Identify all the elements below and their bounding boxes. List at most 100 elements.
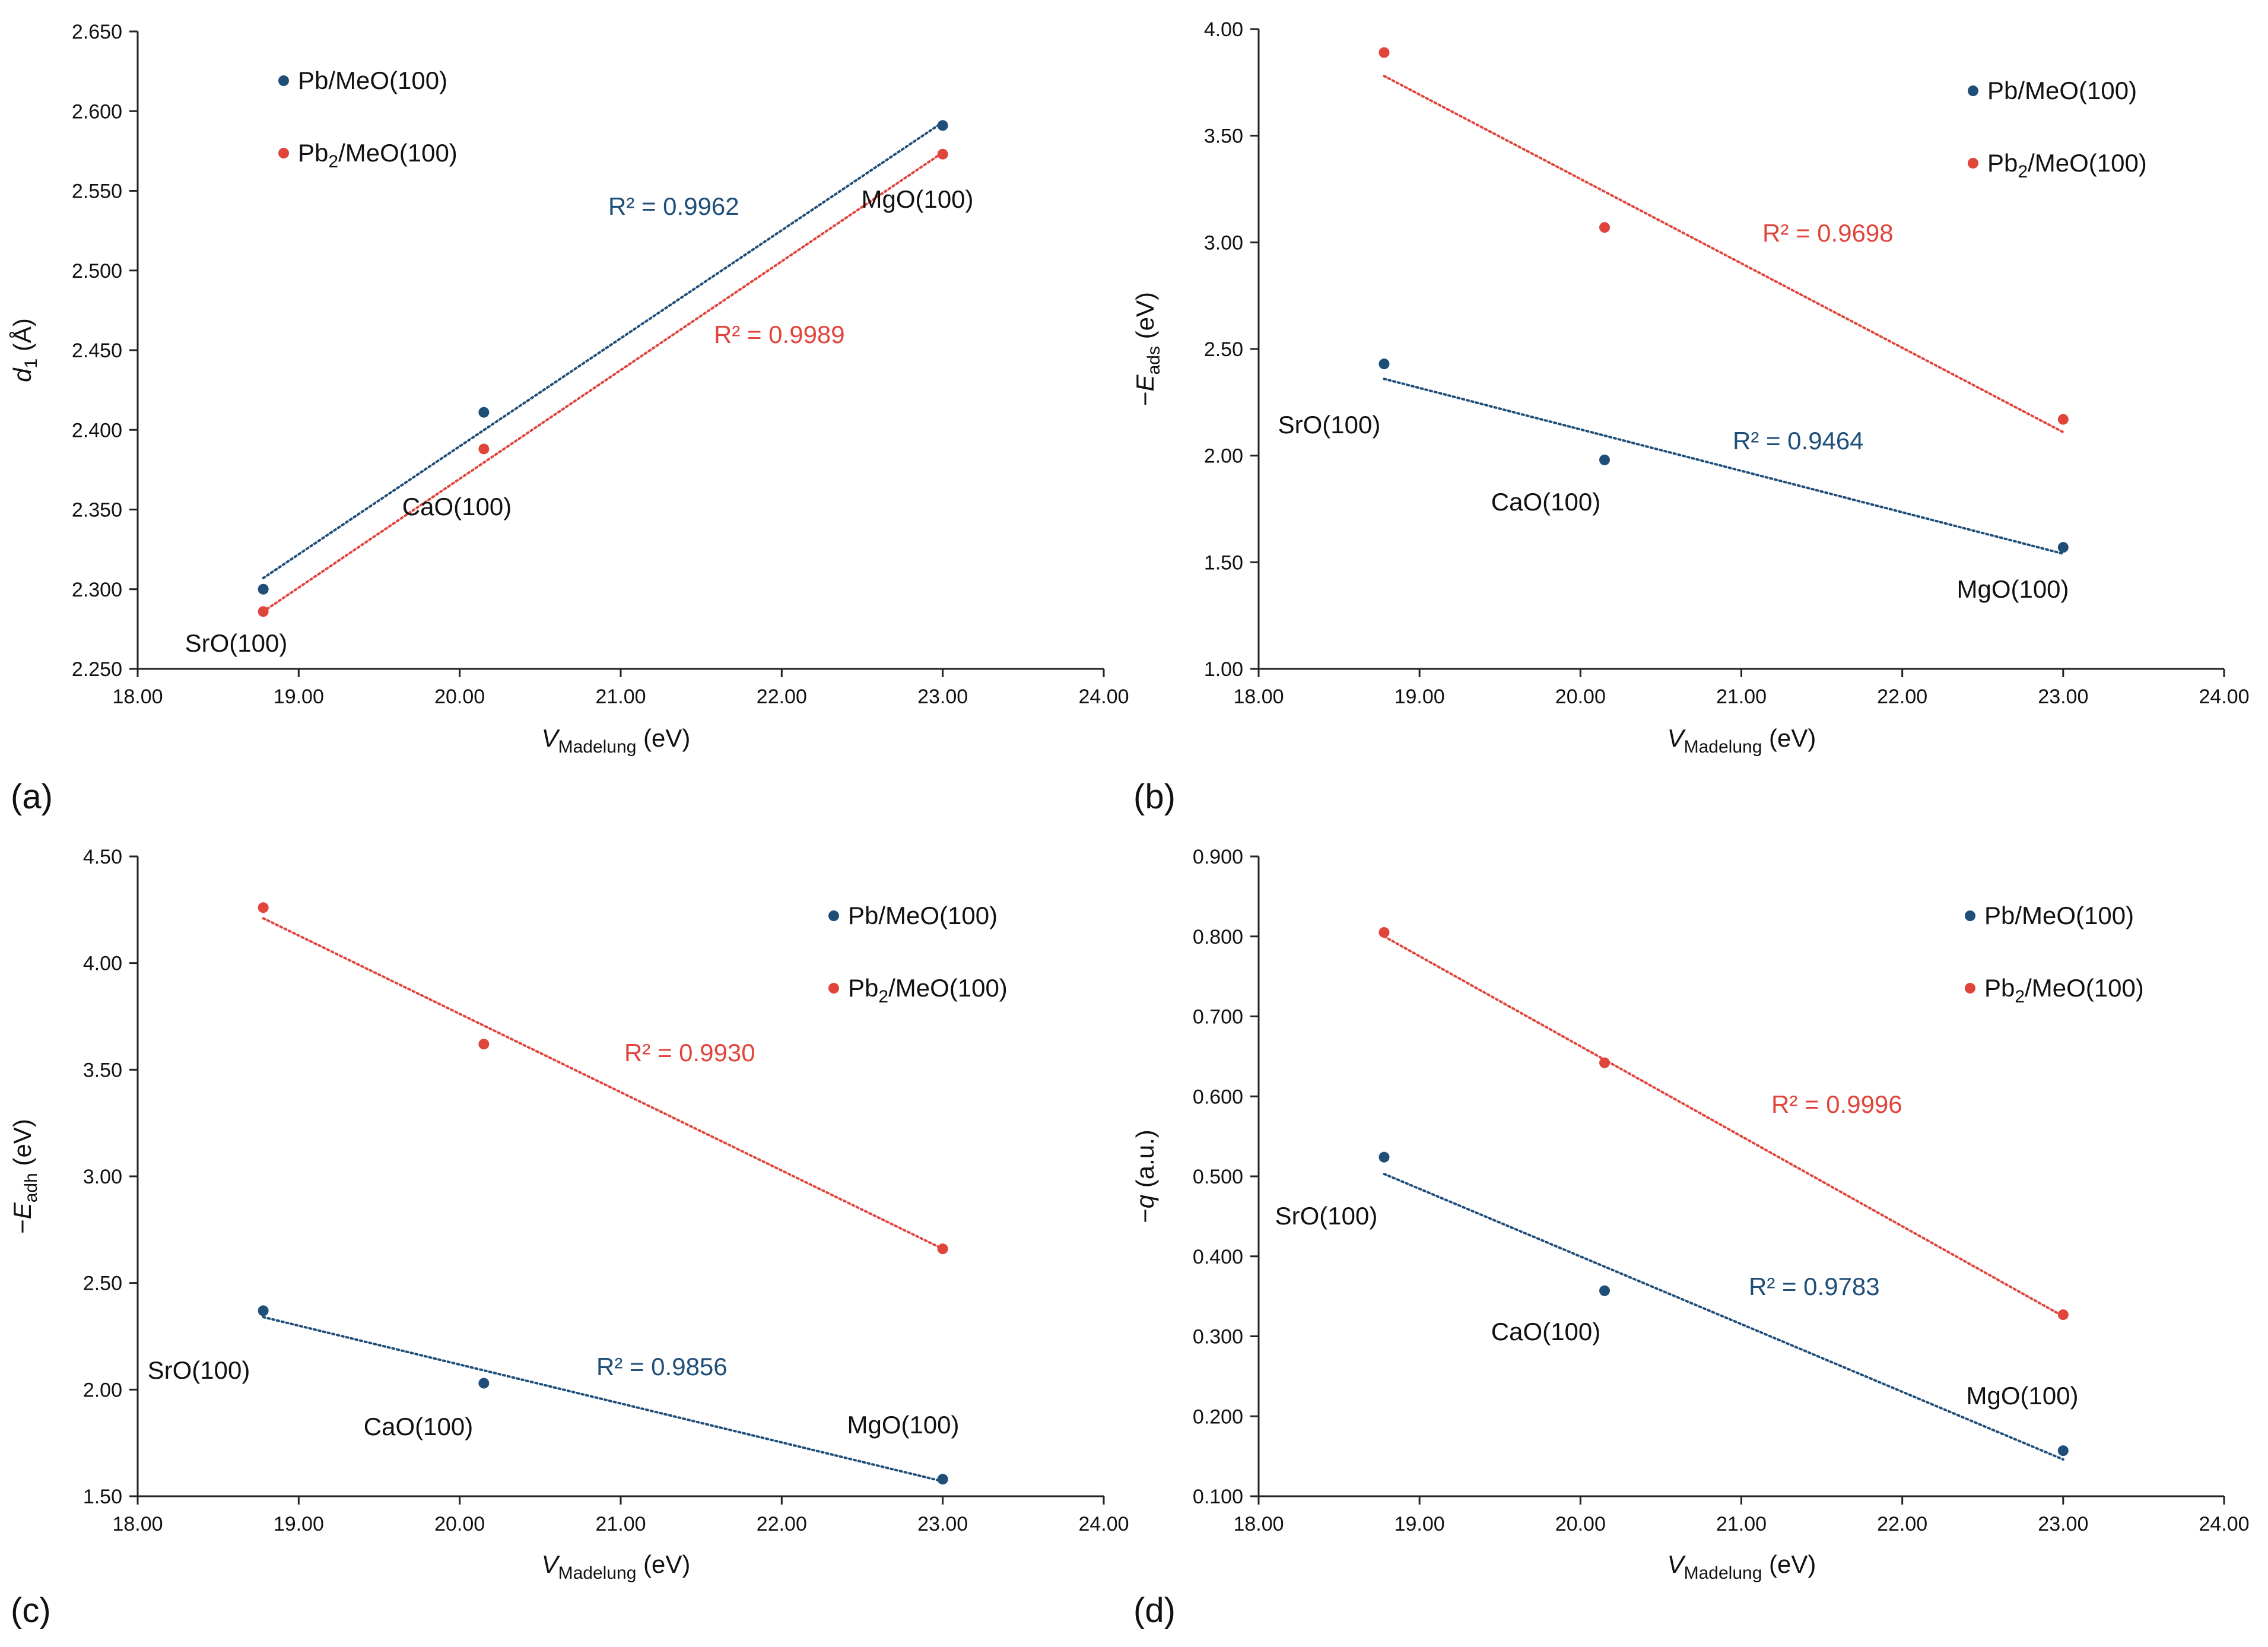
x-tick-label: 21.00 bbox=[595, 686, 646, 708]
data-point-red bbox=[1378, 927, 1390, 938]
point-label: CaO(100) bbox=[402, 493, 512, 521]
legend-label: Pb/MeO(100) bbox=[1987, 77, 2137, 104]
y-tick-label: 2.500 bbox=[72, 260, 122, 283]
x-tick-label: 18.00 bbox=[1233, 686, 1284, 708]
chart-panel-a: 2.250 2.300 2.350 2.400 2.450 2.500 2.550 2.600… bbox=[8, 21, 1129, 816]
x-tick-label: 19.00 bbox=[274, 1513, 324, 1535]
x-tick-label: 23.00 bbox=[2038, 1513, 2088, 1535]
x-tick-label: 24.00 bbox=[2199, 686, 2249, 708]
x-tick-label: 23.00 bbox=[917, 686, 968, 708]
data-point-blue bbox=[2057, 542, 2069, 553]
legend-label: Pb2/MeO(100) bbox=[298, 139, 458, 172]
x-tick-label: 18.00 bbox=[112, 1513, 163, 1535]
data-point-red bbox=[258, 606, 269, 617]
legend-label: Pb2/MeO(100) bbox=[1987, 149, 2147, 182]
r-squared-label-blue: R² = 0.9464 bbox=[1733, 427, 1864, 455]
data-point-blue bbox=[258, 1305, 269, 1316]
x-tick-label: 18.00 bbox=[1233, 1513, 1284, 1535]
x-tick-label: 24.00 bbox=[1078, 686, 1129, 708]
x-tick-label: 23.00 bbox=[917, 1513, 968, 1535]
y-tick-label: 4.00 bbox=[83, 953, 122, 975]
y-tick-label: 4.50 bbox=[83, 846, 122, 868]
legend-marker-blue bbox=[1968, 85, 1978, 96]
x-axis-title: VMadelung (eV) bbox=[542, 1550, 691, 1583]
y-tick-label: 2.550 bbox=[72, 180, 122, 203]
data-point-blue bbox=[1599, 1285, 1611, 1296]
data-point-blue bbox=[937, 120, 948, 131]
y-tick-label: 0.100 bbox=[1193, 1486, 1243, 1508]
trendline-red bbox=[262, 917, 944, 1251]
x-tick-label: 22.00 bbox=[757, 686, 807, 708]
trendline-red bbox=[1383, 75, 2064, 434]
data-point-red bbox=[1599, 1057, 1611, 1068]
data-point-red bbox=[2057, 414, 2069, 425]
x-axis-title: VMadelung (eV) bbox=[1667, 724, 1816, 757]
r-squared-label-red: R² = 0.9996 bbox=[1771, 1090, 1902, 1118]
data-point-red bbox=[1378, 47, 1390, 58]
x-tick-label: 24.00 bbox=[1078, 1513, 1129, 1535]
y-tick-label: 3.50 bbox=[1204, 125, 1243, 148]
data-point-blue bbox=[478, 1378, 490, 1389]
point-label: SrO(100) bbox=[1278, 411, 1381, 439]
y-tick-label: 2.400 bbox=[72, 419, 122, 442]
legend-label: Pb/MeO(100) bbox=[1984, 902, 2134, 929]
y-tick-label: 0.700 bbox=[1193, 1006, 1243, 1029]
r-squared-label-red: R² = 0.9698 bbox=[1762, 219, 1894, 247]
y-tick-label: 2.350 bbox=[72, 499, 122, 522]
y-tick-label: 0.200 bbox=[1193, 1405, 1243, 1428]
x-tick-label: 23.00 bbox=[2038, 686, 2088, 708]
data-point-blue bbox=[937, 1474, 948, 1485]
point-label: CaO(100) bbox=[1491, 488, 1600, 516]
data-point-blue bbox=[1599, 454, 1611, 465]
y-axis-title: d1 (Å) bbox=[8, 318, 41, 382]
y-tick-label: 1.50 bbox=[1204, 551, 1243, 574]
legend-marker-red bbox=[1965, 983, 1975, 994]
x-tick-label: 19.00 bbox=[274, 686, 324, 708]
y-tick-label: 3.00 bbox=[1204, 231, 1243, 254]
r-squared-label-blue: R² = 0.9783 bbox=[1749, 1272, 1880, 1300]
x-tick-label: 21.00 bbox=[1716, 1513, 1767, 1535]
data-point-red bbox=[1599, 222, 1611, 233]
y-tick-label: 2.450 bbox=[72, 339, 122, 362]
x-tick-label: 21.00 bbox=[595, 1513, 646, 1535]
point-label: MgO(100) bbox=[847, 1411, 959, 1439]
point-label: CaO(100) bbox=[1491, 1318, 1600, 1345]
data-point-red bbox=[478, 1039, 490, 1050]
y-tick-label: 2.00 bbox=[83, 1379, 122, 1401]
trendline-red bbox=[1383, 935, 2064, 1318]
legend-label: Pb2/MeO(100) bbox=[848, 974, 1008, 1007]
panel-label: (b) bbox=[1133, 778, 1176, 816]
chart-panel-c: 1.50 2.00 2.50 3.00 3.50 4.00 4.50 18.00 19.00 20… bbox=[8, 846, 1129, 1630]
point-label: SrO(100) bbox=[148, 1356, 250, 1384]
point-label: MgO(100) bbox=[1956, 575, 2069, 603]
x-tick-label: 18.00 bbox=[112, 686, 163, 708]
trendline-red bbox=[262, 151, 944, 613]
x-tick-label: 20.00 bbox=[1555, 1513, 1606, 1535]
data-point-red bbox=[937, 1243, 948, 1255]
legend-marker-blue bbox=[1965, 910, 1975, 921]
trendline-blue bbox=[1383, 377, 2064, 555]
y-tick-label: 0.300 bbox=[1193, 1326, 1243, 1348]
x-tick-label: 22.00 bbox=[1877, 1513, 1927, 1535]
trendline-blue bbox=[1383, 1172, 2064, 1461]
y-tick-label: 1.00 bbox=[1204, 658, 1243, 681]
x-tick-label: 22.00 bbox=[757, 1513, 807, 1535]
chart-panel-d: 0.100 0.200 0.300 0.400 0.500 0.600 0.700 0.800… bbox=[1131, 846, 2250, 1630]
x-tick-label: 19.00 bbox=[1395, 686, 1445, 708]
y-tick-label: 2.00 bbox=[1204, 445, 1243, 468]
data-point-red bbox=[937, 148, 948, 160]
x-axis-title: VMadelung (eV) bbox=[1667, 1550, 1816, 1583]
panel-label: (c) bbox=[11, 1591, 51, 1630]
point-label: MgO(100) bbox=[1966, 1382, 2078, 1410]
y-tick-label: 0.800 bbox=[1193, 926, 1243, 948]
x-axis-title: VMadelung (eV) bbox=[542, 724, 691, 757]
data-point-blue bbox=[2057, 1445, 2069, 1456]
y-tick-label: 0.400 bbox=[1193, 1246, 1243, 1268]
point-label: MgO(100) bbox=[861, 185, 973, 213]
y-tick-label: 2.300 bbox=[72, 579, 122, 601]
y-axis-title: −Eadh (eV) bbox=[8, 1119, 41, 1234]
data-point-red bbox=[478, 443, 490, 455]
x-tick-label: 21.00 bbox=[1716, 686, 1767, 708]
r-squared-label-blue: R² = 0.9856 bbox=[596, 1353, 728, 1381]
panel-label: (d) bbox=[1133, 1591, 1176, 1630]
